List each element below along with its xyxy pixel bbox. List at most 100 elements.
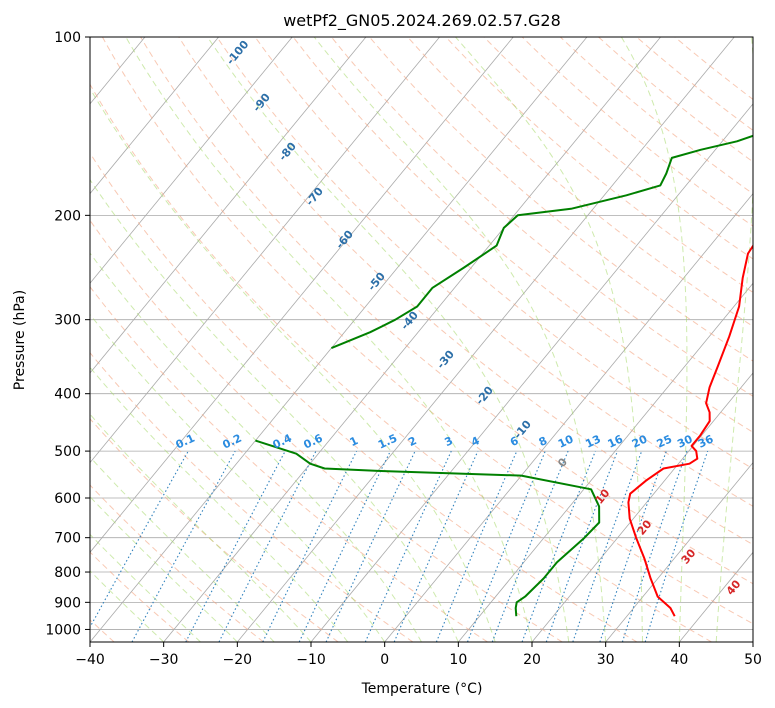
- dry-adiabat-line: [101, 37, 753, 625]
- mixing-ratio-label: 1: [348, 434, 360, 449]
- isotherm-line: [90, 37, 514, 553]
- mixing-ratio-line: [262, 450, 358, 642]
- moist-adiabat-label: 0: [555, 455, 570, 469]
- moist-adiabat-line: [455, 37, 643, 642]
- dry-adiabat-line: [483, 37, 753, 260]
- mixing-ratio-label: 10: [556, 432, 576, 450]
- dry-adiabat-line: [178, 37, 753, 546]
- dry-adiabat-line: [216, 37, 753, 507]
- moist-adiabat-line: [90, 496, 238, 642]
- mixing-ratio-line: [621, 450, 688, 642]
- dry-adiabat-label: -70: [303, 185, 326, 209]
- temperature-profile-line: [627, 244, 753, 617]
- dry-adiabat-line: [90, 152, 638, 642]
- dry-adiabat-label: -80: [276, 140, 299, 164]
- y-tick-label: 900: [54, 595, 81, 611]
- dry-adiabat-line: [636, 37, 753, 131]
- mixing-ratio-line: [90, 450, 189, 629]
- isotherm-line: [163, 37, 661, 642]
- y-axis-label: Pressure (hPa): [12, 290, 28, 390]
- dry-adiabat-label: -40: [398, 309, 421, 333]
- isotherm-line: [0, 37, 71, 642]
- dry-adiabat-label: -30: [434, 348, 457, 372]
- mixing-ratio-line: [393, 450, 479, 642]
- dry-adiabat-line: [254, 37, 753, 470]
- mixing-ratio-label: 0.4: [271, 431, 294, 451]
- moist-adiabat-line: [90, 313, 386, 642]
- moist-adiabat-label: 40: [724, 577, 744, 597]
- dry-adiabat-line: [90, 484, 264, 642]
- moist-adiabat-line: [90, 366, 349, 642]
- isotherm-line: [384, 192, 753, 642]
- y-tick-label: 500: [54, 444, 81, 460]
- moist-adiabat-label: 20: [635, 517, 655, 537]
- isotherm-line: [90, 37, 588, 642]
- isotherm-line: [531, 372, 753, 642]
- mixing-ratio-label: 8: [537, 434, 549, 449]
- dry-adiabat-line: [90, 219, 563, 642]
- x-tick-label: 50: [744, 652, 762, 668]
- mixing-ratio-label: 3: [443, 434, 455, 449]
- y-tick-label: 800: [54, 565, 81, 581]
- isotherm-line: [90, 37, 440, 464]
- x-tick-label: −30: [149, 652, 179, 668]
- mixing-ratio-line: [572, 450, 643, 642]
- dry-adiabat-label: -60: [333, 228, 356, 252]
- x-tick-label: −20: [223, 652, 253, 668]
- y-tick-label: 1000: [45, 622, 81, 638]
- isotherm-line: [90, 37, 293, 284]
- moist-adiabat-label: 10: [593, 486, 613, 506]
- isotherm-line: [458, 282, 753, 642]
- mixing-ratio-line: [364, 450, 452, 642]
- dry-adiabat-line: [292, 37, 753, 433]
- mixing-ratio-line: [491, 450, 569, 642]
- moist-adiabat-line: [125, 37, 533, 642]
- y-tick-label: 700: [54, 531, 81, 547]
- x-tick-label: 20: [523, 652, 541, 668]
- dry-adiabat-label: -50: [365, 270, 388, 294]
- plot-frame: [89, 36, 754, 643]
- mixing-ratio-line: [325, 450, 416, 642]
- y-tick-label: 100: [54, 30, 81, 46]
- y-tick-label: 200: [54, 208, 81, 224]
- mixing-ratio-label: 20: [630, 432, 650, 450]
- moist-adiabat-line: [752, 636, 753, 642]
- mixing-ratio-line: [644, 450, 709, 642]
- chart-title: wetPf2_GN05.2024.269.02.57.G28: [283, 11, 561, 31]
- moist-adiabat-line: [90, 178, 459, 642]
- mixing-ratio-line: [185, 450, 286, 642]
- moist-adiabat-line: [313, 37, 607, 642]
- isotherm-line: [90, 37, 367, 374]
- mixing-ratio-line: [298, 450, 391, 642]
- x-tick-label: 10: [449, 652, 467, 668]
- x-tick-label: −40: [75, 652, 105, 668]
- mixing-ratio-label: 36: [696, 432, 716, 450]
- isotherm-line: [310, 103, 753, 642]
- moist-adiabat-line: [715, 37, 753, 642]
- dry-adiabat-line: [331, 37, 753, 397]
- y-tick-label: 400: [54, 387, 81, 403]
- x-tick-label: 0: [380, 652, 389, 668]
- isotherm-line: [237, 37, 735, 642]
- y-tick-label: 600: [54, 491, 81, 507]
- mixing-ratio-label: 30: [675, 432, 695, 450]
- mixing-ratio-label: 0.6: [302, 431, 325, 451]
- moist-adiabat-line: [90, 533, 201, 642]
- isotherm-line: [605, 462, 753, 642]
- moist-adiabat-line: [90, 413, 312, 642]
- x-axis-label: Temperature (°C): [361, 681, 483, 697]
- dry-adiabat-line: [559, 37, 753, 195]
- mixing-ratio-line: [599, 450, 667, 642]
- moist-adiabat-line: [90, 456, 275, 642]
- dry-adiabat-line: [90, 83, 712, 642]
- dry-adiabat-label: -90: [250, 91, 273, 115]
- moist-adiabat-line: [620, 37, 688, 642]
- mixing-ratio-line: [466, 450, 546, 642]
- dry-adiabat-label: -20: [473, 384, 496, 408]
- dry-adiabat-line: [521, 37, 753, 227]
- dry-adiabat-line: [445, 37, 753, 294]
- x-tick-label: 40: [670, 652, 688, 668]
- moist-adiabat-line: [90, 87, 496, 642]
- mixing-ratio-label: 0.1: [174, 432, 197, 452]
